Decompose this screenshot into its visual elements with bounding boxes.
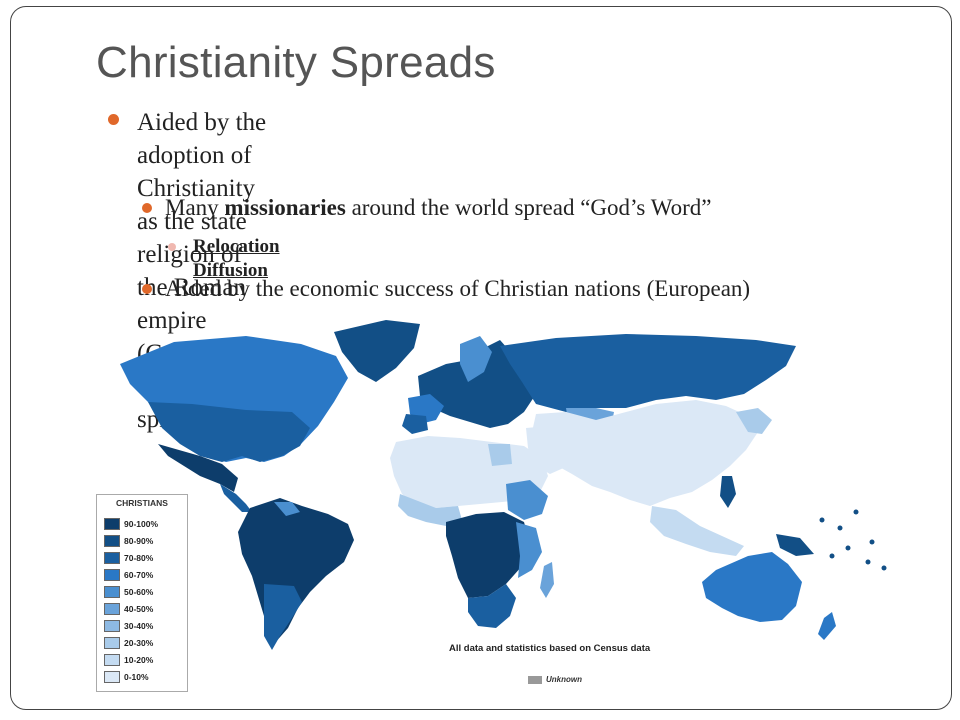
region-iberia — [402, 414, 428, 434]
legend-label: 40-50% — [124, 604, 154, 614]
bullet-level2-economic: Aided by the economic success of Christi… — [165, 276, 751, 301]
legend-label: 70-80% — [124, 553, 154, 563]
region-scandinavia — [460, 336, 492, 382]
region-asia — [532, 400, 758, 506]
legend-label: 10-20% — [124, 655, 154, 665]
world-map-svg — [120, 320, 887, 650]
legend-label: 20-30% — [124, 638, 154, 648]
region-europe — [418, 340, 536, 428]
legend-item: 70-80% — [104, 551, 153, 565]
region-horn-africa — [506, 480, 548, 520]
legend-item: 50-60% — [104, 585, 153, 599]
bullet-text-part: around the world spread “God’s Word” — [345, 195, 712, 220]
region-central-america — [220, 484, 252, 512]
legend-label: 60-70% — [124, 570, 154, 580]
region-russia — [500, 334, 796, 412]
region-southern-africa — [468, 584, 516, 628]
legend-item: 0-10% — [104, 670, 149, 684]
region-south-america-south — [264, 584, 302, 650]
legend-swatch — [104, 654, 120, 666]
legend-item: 60-70% — [104, 568, 153, 582]
legend-item: 30-40% — [104, 619, 153, 633]
bullet-level2-missionaries: Many missionaries around the world sprea… — [165, 194, 711, 222]
island-dot — [829, 553, 835, 559]
region-papua — [776, 534, 814, 556]
region-southeast-asia — [650, 506, 744, 556]
region-usa — [148, 402, 310, 462]
legend-swatch — [104, 620, 120, 632]
region-korea-east-asia — [736, 408, 772, 434]
island-dot — [853, 509, 859, 515]
region-west-africa — [398, 494, 462, 526]
region-australia — [702, 552, 802, 622]
island-dot — [837, 525, 843, 531]
island-dot — [819, 517, 825, 523]
region-new-zealand — [818, 612, 836, 640]
bullet-text-part: Many — [165, 195, 225, 220]
legend-swatch — [104, 569, 120, 581]
legend-item: 10-20% — [104, 653, 153, 667]
legend-swatch — [104, 637, 120, 649]
slide-title: Christianity Spreads — [96, 38, 496, 87]
map-legend: CHRISTIANS 90-100% 80-90% 70-80% 60-70% 50-6… — [96, 494, 188, 692]
island-dot — [845, 545, 851, 551]
bullet-level1-line1: Aided by the adoption of Christianity as… — [137, 109, 267, 268]
island-dot — [865, 559, 871, 565]
legend-item: 90-100% — [104, 517, 158, 531]
region-greenland — [334, 320, 420, 382]
island-dot — [881, 565, 887, 571]
legend-swatch — [104, 535, 120, 547]
unknown-swatch — [528, 675, 542, 684]
legend-swatch — [104, 603, 120, 615]
legend-swatch — [104, 552, 120, 564]
legend-label: 0-10% — [124, 672, 149, 682]
legend-label: 90-100% — [124, 519, 159, 529]
legend-label: 50-60% — [124, 587, 154, 597]
region-east-africa — [516, 522, 542, 578]
region-central-africa — [446, 512, 530, 598]
slide-frame — [10, 6, 952, 710]
legend-swatch — [104, 671, 120, 683]
region-madagascar — [540, 562, 554, 598]
bullet-text-bold: missionaries — [224, 195, 346, 220]
unknown-label: Unknown — [546, 675, 582, 684]
legend-label: 30-40% — [124, 621, 154, 631]
bullet-dot-l2b — [142, 284, 152, 294]
region-guianas — [274, 502, 300, 516]
legend-title: CHRISTIANS — [116, 498, 168, 508]
region-philippines — [720, 476, 736, 508]
legend-item: 80-90% — [104, 534, 153, 548]
legend-item: 20-30% — [104, 636, 153, 650]
bullet-dot-l3 — [168, 243, 176, 251]
region-south-america — [238, 498, 354, 644]
legend-unknown: Unknown — [528, 675, 582, 684]
region-middle-east — [526, 426, 576, 474]
region-egypt — [488, 444, 512, 466]
bullet-dot-l2a — [142, 203, 152, 213]
legend-swatch — [104, 586, 120, 598]
island-dot — [869, 539, 875, 545]
bullet-level3-relocation-diffusion: Relocation Diffusion — [193, 236, 280, 281]
region-mexico — [158, 444, 238, 492]
map-source-note: All data and statistics based on Census … — [449, 643, 651, 654]
legend-label: 80-90% — [124, 536, 154, 546]
world-map — [96, 316, 896, 696]
legend-item: 40-50% — [104, 602, 153, 616]
bullet-dot-l1 — [108, 114, 119, 125]
legend-swatch — [104, 518, 120, 530]
